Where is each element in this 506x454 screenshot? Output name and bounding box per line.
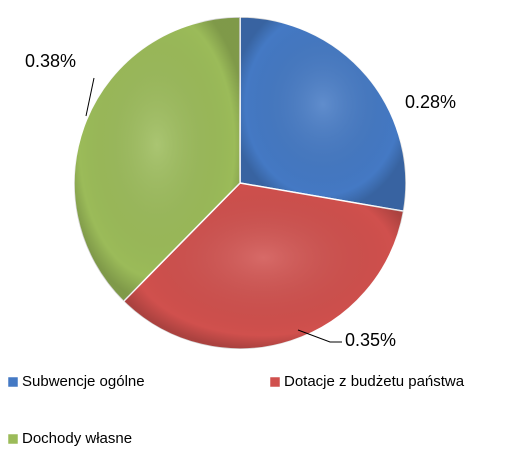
pie-slice bbox=[239, 16, 407, 213]
data-label: 0.28% bbox=[405, 92, 456, 112]
data-label: 0.35% bbox=[345, 330, 396, 350]
legend-label: Dochody własne bbox=[22, 430, 132, 447]
leader-line bbox=[297, 329, 342, 343]
legend-label: Dotacje z budżetu państwa bbox=[284, 373, 465, 390]
legend-swatch bbox=[7, 376, 19, 388]
legend-swatch bbox=[269, 376, 281, 388]
leader-line bbox=[85, 77, 95, 117]
legend-swatch bbox=[7, 433, 19, 445]
legend-label: Subwencje ogólne bbox=[22, 373, 145, 390]
data-label: 0.38% bbox=[25, 51, 76, 71]
